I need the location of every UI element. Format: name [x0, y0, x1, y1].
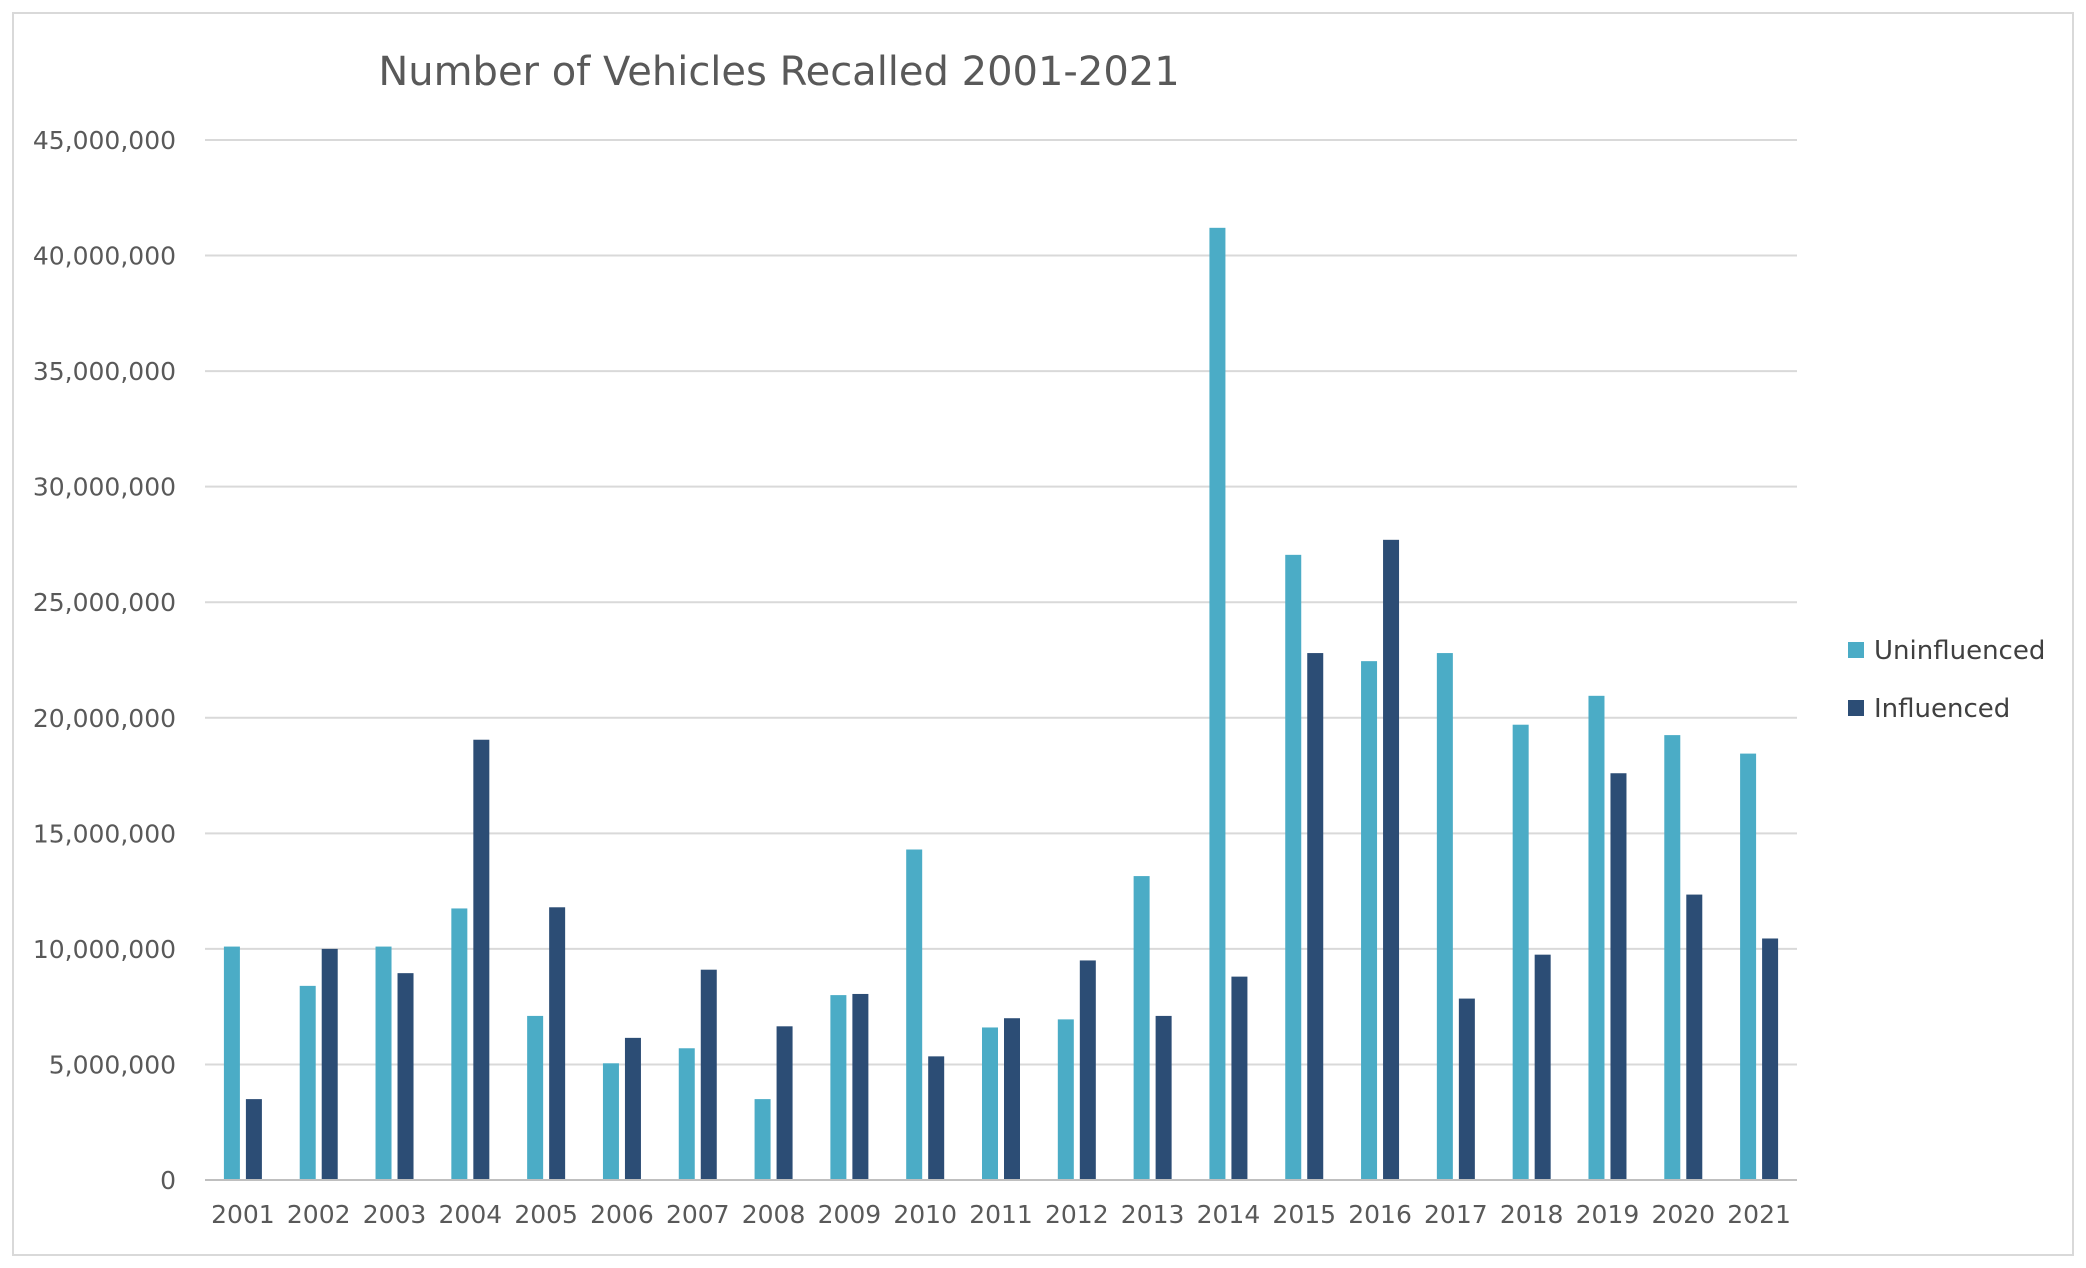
x-tick-label: 2014 — [1197, 1200, 1261, 1229]
bar-uninfluenced-2010 — [906, 849, 923, 1180]
bar-influenced-2014 — [1231, 976, 1248, 1180]
bar-uninfluenced-2011 — [982, 1027, 998, 1180]
x-tick-label: 2021 — [1727, 1200, 1791, 1229]
x-tick-label: 2005 — [514, 1200, 578, 1229]
legend-label-uninfluenced: Uninfluenced — [1874, 636, 2045, 666]
bar-uninfluenced-2013 — [1133, 876, 1150, 1180]
bar-influenced-2003 — [397, 973, 414, 1180]
bar-uninfluenced-2014 — [1209, 227, 1226, 1181]
bar-influenced-2019 — [1610, 773, 1627, 1180]
x-tick-label: 2013 — [1121, 1200, 1185, 1229]
bar-influenced-2004 — [473, 739, 490, 1180]
bar-influenced-2005 — [549, 907, 566, 1180]
chart-title: Number of Vehicles Recalled 2001-2021 — [378, 49, 1179, 95]
y-tick-label: 10,000,000 — [33, 935, 176, 964]
bar-influenced-2012 — [1079, 960, 1096, 1180]
y-tick-label: 45,000,000 — [33, 126, 176, 155]
x-tick-label: 2018 — [1500, 1200, 1564, 1229]
x-tick-label: 2006 — [590, 1200, 654, 1229]
gridlines — [205, 139, 1797, 1066]
x-tick-label: 2020 — [1651, 1200, 1715, 1229]
bar-influenced-2009 — [852, 993, 869, 1180]
x-tick-label: 2008 — [742, 1200, 806, 1229]
bar-uninfluenced-2016 — [1361, 661, 1378, 1180]
bar-influenced-2011 — [1004, 1018, 1020, 1180]
bars — [223, 227, 1779, 1181]
x-tick-label: 2012 — [1045, 1200, 1109, 1229]
legend-label-influenced: Influenced — [1874, 694, 2010, 724]
bar-uninfluenced-2001 — [223, 946, 240, 1180]
x-tick-label: 2002 — [287, 1200, 351, 1229]
bar-influenced-2002 — [321, 948, 338, 1180]
bar-chart: Number of Vehicles Recalled 2001-2021 0 5… — [33, 49, 2045, 1229]
y-tick-label: 15,000,000 — [33, 819, 176, 848]
legend: Uninfluenced Influenced — [1848, 636, 2045, 724]
bar-influenced-2007 — [700, 969, 717, 1180]
bar-influenced-2015 — [1307, 653, 1324, 1180]
bar-uninfluenced-2012 — [1057, 1019, 1074, 1180]
x-axis-tick-labels: 2001 2002 2003 2004 2005 2006 2007 2008 2009 2010… — [211, 1200, 1791, 1229]
bar-influenced-2001 — [245, 1099, 262, 1180]
bar-influenced-2010 — [928, 1056, 945, 1180]
bar-uninfluenced-2004 — [451, 908, 468, 1180]
y-tick-label: 30,000,000 — [33, 473, 176, 502]
bar-uninfluenced-2002 — [299, 985, 316, 1180]
bar-uninfluenced-2007 — [678, 1048, 695, 1180]
bar-uninfluenced-2005 — [527, 1015, 544, 1180]
bar-uninfluenced-2003 — [375, 946, 392, 1180]
bar-influenced-2020 — [1686, 894, 1703, 1180]
y-tick-label: 20,000,000 — [33, 704, 176, 733]
bar-influenced-2008 — [776, 1026, 793, 1180]
bar-influenced-2017 — [1458, 998, 1475, 1180]
x-tick-label: 2010 — [893, 1200, 957, 1229]
bar-uninfluenced-2018 — [1512, 724, 1529, 1180]
bar-uninfluenced-2009 — [830, 995, 847, 1180]
bar-uninfluenced-2019 — [1588, 695, 1605, 1180]
bar-influenced-2006 — [624, 1037, 641, 1180]
legend-swatch-uninfluenced — [1848, 642, 1864, 658]
y-tick-label: 5,000,000 — [49, 1050, 176, 1079]
y-tick-label: 35,000,000 — [33, 357, 176, 386]
bar-influenced-2021 — [1762, 938, 1779, 1180]
y-tick-label: 25,000,000 — [33, 588, 176, 617]
x-tick-label: 2011 — [969, 1200, 1033, 1229]
bar-influenced-2013 — [1155, 1015, 1172, 1180]
bar-influenced-2016 — [1383, 539, 1400, 1180]
bar-uninfluenced-2020 — [1664, 735, 1681, 1180]
bar-uninfluenced-2021 — [1740, 753, 1757, 1180]
x-tick-label: 2007 — [666, 1200, 730, 1229]
x-tick-label: 2019 — [1576, 1200, 1640, 1229]
bar-influenced-2018 — [1534, 954, 1551, 1180]
bar-uninfluenced-2015 — [1285, 554, 1302, 1180]
x-tick-label: 2016 — [1348, 1200, 1412, 1229]
x-tick-label: 2015 — [1272, 1200, 1336, 1229]
x-tick-label: 2017 — [1424, 1200, 1488, 1229]
x-tick-label: 2003 — [363, 1200, 427, 1229]
bar-uninfluenced-2006 — [602, 1063, 619, 1180]
x-tick-label: 2001 — [211, 1200, 275, 1229]
chart-frame: Number of Vehicles Recalled 2001-2021 0 5… — [12, 12, 2074, 1256]
bar-uninfluenced-2017 — [1436, 653, 1453, 1180]
bar-uninfluenced-2008 — [754, 1099, 771, 1180]
x-tick-label: 2004 — [439, 1200, 503, 1229]
x-tick-label: 2009 — [818, 1200, 882, 1229]
legend-swatch-influenced — [1848, 700, 1864, 716]
y-axis-tick-labels: 0 5,000,000 10,000,000 15,000,000 20,000,000… — [33, 126, 176, 1195]
y-tick-label: 0 — [160, 1166, 176, 1195]
y-tick-label: 40,000,000 — [33, 242, 176, 271]
